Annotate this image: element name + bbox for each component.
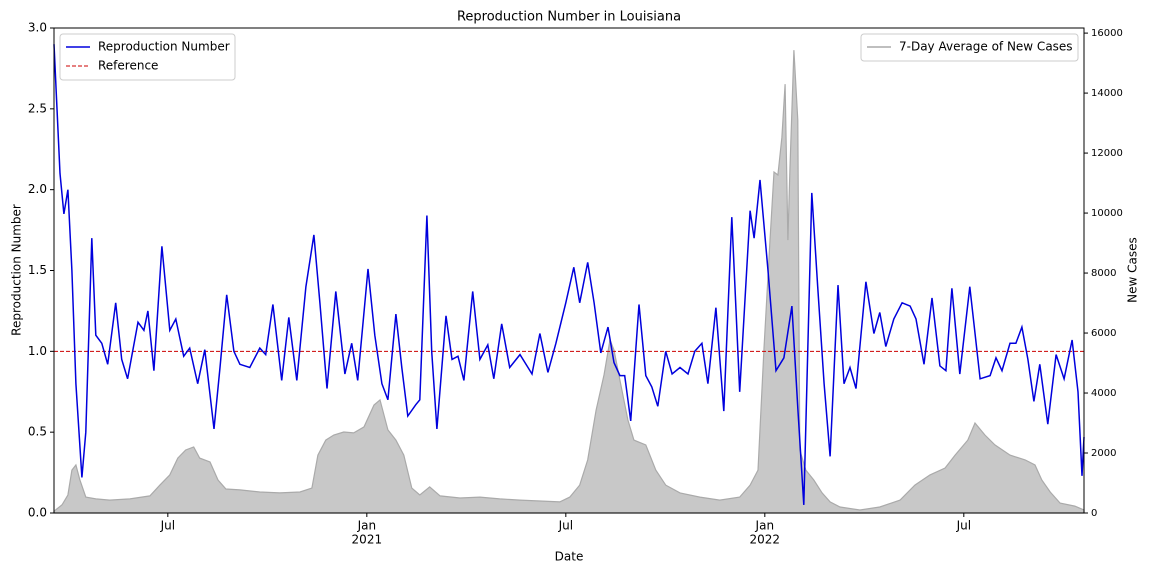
y2-tick-label: 4000	[1091, 388, 1116, 399]
y-tick-label: 1.0	[28, 344, 47, 358]
plot-frame	[53, 27, 1085, 514]
x-axis-label: Date	[555, 550, 584, 564]
y2-tick-label: 2000	[1091, 448, 1116, 459]
y-tick-label: 2.5	[28, 101, 47, 115]
y2-axis-label: New Cases	[1126, 237, 1140, 303]
legend: 7-Day Average of New Cases	[860, 33, 1079, 62]
x-tick-label: Jan	[357, 519, 377, 533]
x-tick-label: Jul	[160, 519, 175, 533]
y2-tick-label: 8000	[1091, 268, 1116, 279]
x-tick-label: Jul	[558, 519, 573, 533]
legend-label: Reproduction Number	[98, 40, 230, 54]
y-tick-label: 0.5	[28, 425, 47, 439]
y-tick-label: 1.5	[28, 263, 47, 277]
legend-frame	[860, 33, 1079, 62]
y2-tick-label: 6000	[1091, 328, 1116, 339]
y-tick-label: 3.0	[28, 21, 47, 35]
legend-label: 7-Day Average of New Cases	[899, 40, 1073, 54]
legend-frame	[59, 33, 236, 81]
y-axis-label: Reproduction Number	[10, 204, 24, 336]
y-tick-label: 2.0	[28, 182, 47, 196]
y2-tick-label: 0	[1091, 508, 1097, 519]
x-tick-year: 2022	[750, 533, 781, 547]
y-tick-label: 0.0	[28, 506, 47, 520]
legend-label: Reference	[98, 59, 158, 73]
chart-title: Reproduction Number in Louisiana	[457, 10, 681, 25]
y2-tick-label: 16000	[1091, 28, 1123, 39]
y2-tick-label: 12000	[1091, 148, 1123, 159]
x-tick-label: Jan	[755, 519, 775, 533]
cases-area	[53, 50, 1085, 514]
line	[53, 44, 1085, 505]
x-tick-label: Jul	[956, 519, 971, 533]
legend: Reproduction Number Reference	[59, 33, 236, 81]
y2-tick-label: 10000	[1091, 208, 1123, 219]
x-tick-year: 2021	[352, 533, 383, 547]
y2-tick-label: 14000	[1091, 88, 1123, 99]
